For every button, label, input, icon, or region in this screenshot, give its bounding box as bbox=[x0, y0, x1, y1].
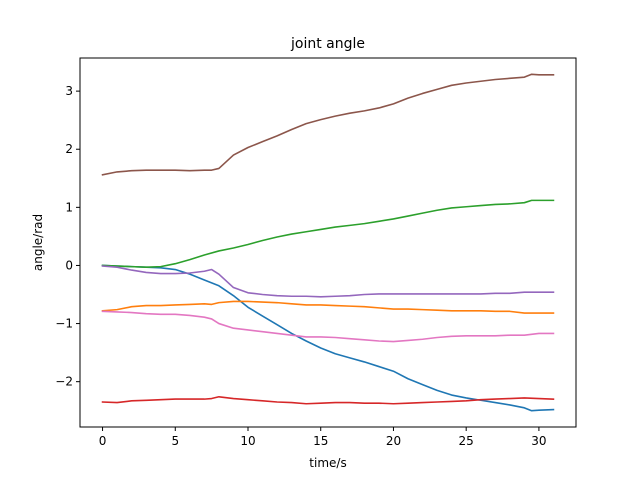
series-line-2 bbox=[101, 300, 555, 314]
series-line-6 bbox=[101, 73, 555, 176]
y-axis-label: angle/rad bbox=[31, 214, 45, 271]
series-line-5 bbox=[101, 265, 555, 298]
x-axis: 0 5 10 15 20 25 30 bbox=[99, 427, 547, 448]
series-line-1 bbox=[101, 264, 555, 412]
series-layer bbox=[101, 73, 555, 412]
plot-frame bbox=[79, 57, 577, 428]
x-tick-label: 5 bbox=[171, 434, 179, 448]
y-tick-label: 3 bbox=[65, 84, 73, 98]
x-tick-label: 0 bbox=[99, 434, 107, 448]
y-tick-label: 1 bbox=[65, 200, 73, 214]
y-axis: −2 −1 0 1 2 3 bbox=[55, 84, 80, 389]
x-tick-label: 10 bbox=[240, 434, 255, 448]
y-tick-label: 2 bbox=[65, 142, 73, 156]
y-tick-label: −1 bbox=[55, 317, 73, 331]
series-line-7 bbox=[101, 310, 555, 343]
x-axis-label: time/s bbox=[309, 456, 346, 470]
y-tick-label: −2 bbox=[55, 375, 73, 389]
x-tick-label: 30 bbox=[531, 434, 546, 448]
series-line-4 bbox=[101, 395, 555, 405]
x-tick-label: 25 bbox=[459, 434, 474, 448]
chart-title: joint angle bbox=[290, 36, 365, 52]
x-tick-label: 20 bbox=[386, 434, 401, 448]
series-line-3 bbox=[101, 199, 555, 269]
x-tick-label: 15 bbox=[313, 434, 328, 448]
y-tick-label: 0 bbox=[65, 258, 73, 272]
